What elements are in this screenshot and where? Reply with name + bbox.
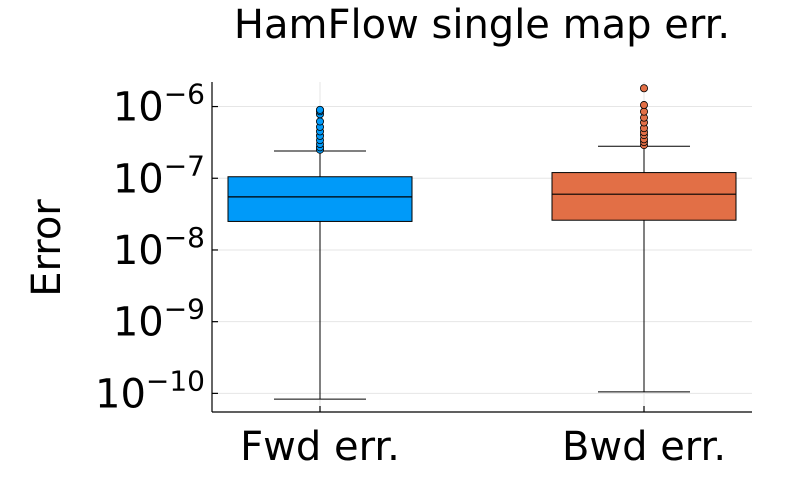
x-tick-labels: Fwd err. Bwd err. [240, 406, 726, 470]
chart-title: HamFlow single map err. [234, 2, 730, 48]
y-tick-label: 10−10 [95, 364, 205, 417]
box-group-fwd [227, 105, 413, 400]
y-tick-exponent: −9 [164, 293, 205, 326]
y-tick-label: 10−7 [113, 149, 205, 202]
y-tick-label: 10−8 [113, 221, 205, 274]
box-group-bwd [551, 84, 737, 393]
y-tick-exponent: −10 [146, 364, 205, 397]
boxes [227, 84, 737, 400]
grid-lines [212, 82, 752, 412]
outlier-point [640, 101, 649, 110]
y-tick-exponent: −7 [164, 149, 205, 182]
x-tick-label: Fwd err. [240, 424, 400, 470]
y-axis-label: Error [24, 199, 70, 297]
outlier-point [315, 105, 324, 114]
x-tick-label: Bwd err. [562, 424, 726, 470]
axes [211, 82, 752, 413]
y-tick-exponent: −8 [164, 221, 205, 254]
outlier-point [640, 84, 649, 93]
y-tick-base: 10 [113, 228, 164, 274]
y-tick-label: 10−9 [113, 293, 205, 346]
outlier-point [640, 107, 649, 116]
y-tick-exponent: −6 [164, 78, 205, 111]
iqr-box [551, 172, 737, 221]
y-tick-label: 10−6 [113, 78, 205, 131]
iqr-box [227, 176, 413, 222]
y-tick-base: 10 [113, 85, 164, 131]
y-tick-base: 10 [95, 371, 146, 417]
outlier-point [315, 117, 324, 126]
y-tick-base: 10 [113, 156, 164, 202]
y-tick-base: 10 [113, 300, 164, 346]
